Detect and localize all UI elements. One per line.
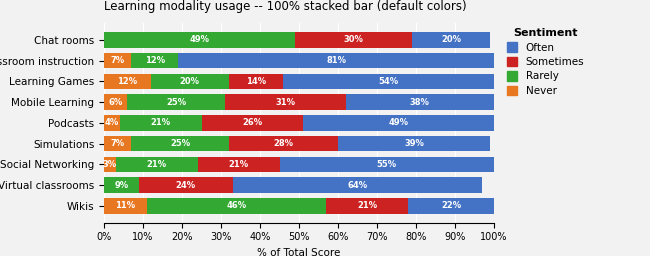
- Bar: [202, 115, 303, 131]
- Bar: [120, 115, 202, 131]
- Bar: [151, 74, 229, 89]
- Bar: [104, 177, 139, 193]
- Bar: [229, 136, 338, 151]
- Text: 7%: 7%: [111, 139, 125, 148]
- Text: 64%: 64%: [348, 181, 367, 190]
- Text: 12%: 12%: [145, 56, 164, 65]
- Bar: [303, 115, 494, 131]
- Bar: [233, 177, 482, 193]
- Text: 12%: 12%: [118, 77, 137, 86]
- Text: 24%: 24%: [176, 181, 196, 190]
- Text: 54%: 54%: [379, 77, 398, 86]
- Bar: [280, 157, 494, 172]
- Text: 21%: 21%: [358, 201, 377, 210]
- Bar: [127, 94, 225, 110]
- Text: 4%: 4%: [105, 118, 119, 127]
- Bar: [408, 198, 494, 214]
- Bar: [116, 157, 198, 172]
- Bar: [104, 115, 120, 131]
- Text: 26%: 26%: [242, 118, 262, 127]
- Bar: [198, 157, 280, 172]
- Bar: [131, 53, 178, 68]
- Text: 9%: 9%: [114, 181, 129, 190]
- Bar: [326, 198, 408, 214]
- Bar: [412, 32, 490, 48]
- Text: 21%: 21%: [229, 160, 248, 169]
- Bar: [139, 177, 233, 193]
- Text: 81%: 81%: [326, 56, 346, 65]
- Bar: [104, 198, 147, 214]
- Bar: [295, 32, 412, 48]
- Bar: [131, 136, 229, 151]
- Text: 25%: 25%: [170, 139, 190, 148]
- Text: 14%: 14%: [246, 77, 266, 86]
- Bar: [104, 136, 131, 151]
- Text: 25%: 25%: [166, 98, 186, 107]
- Bar: [225, 94, 346, 110]
- Text: 7%: 7%: [111, 56, 125, 65]
- Text: 39%: 39%: [404, 139, 424, 148]
- Bar: [338, 136, 490, 151]
- Legend: Often, Sometimes, Rarely, Never: Often, Sometimes, Rarely, Never: [507, 28, 584, 96]
- Bar: [283, 74, 494, 89]
- Bar: [104, 94, 127, 110]
- Text: 46%: 46%: [227, 201, 246, 210]
- Bar: [178, 53, 494, 68]
- Text: 22%: 22%: [441, 201, 461, 210]
- Bar: [104, 74, 151, 89]
- Bar: [104, 157, 116, 172]
- Text: 31%: 31%: [276, 98, 295, 107]
- Text: 49%: 49%: [190, 35, 209, 44]
- Bar: [346, 94, 494, 110]
- Bar: [104, 32, 295, 48]
- Bar: [229, 74, 283, 89]
- Text: 38%: 38%: [410, 98, 430, 107]
- Text: 20%: 20%: [441, 35, 461, 44]
- Bar: [104, 53, 131, 68]
- Text: 21%: 21%: [151, 118, 170, 127]
- Text: 28%: 28%: [274, 139, 293, 148]
- Text: Learning modality usage -- 100% stacked bar (default colors): Learning modality usage -- 100% stacked …: [104, 0, 467, 13]
- Text: 49%: 49%: [389, 118, 408, 127]
- Text: 3%: 3%: [103, 160, 117, 169]
- Text: 6%: 6%: [109, 98, 123, 107]
- Text: 30%: 30%: [344, 35, 363, 44]
- Text: 21%: 21%: [147, 160, 166, 169]
- X-axis label: % of Total Score: % of Total Score: [257, 248, 341, 256]
- Text: 11%: 11%: [116, 201, 135, 210]
- Bar: [147, 198, 326, 214]
- Text: 55%: 55%: [377, 160, 396, 169]
- Text: 20%: 20%: [180, 77, 200, 86]
